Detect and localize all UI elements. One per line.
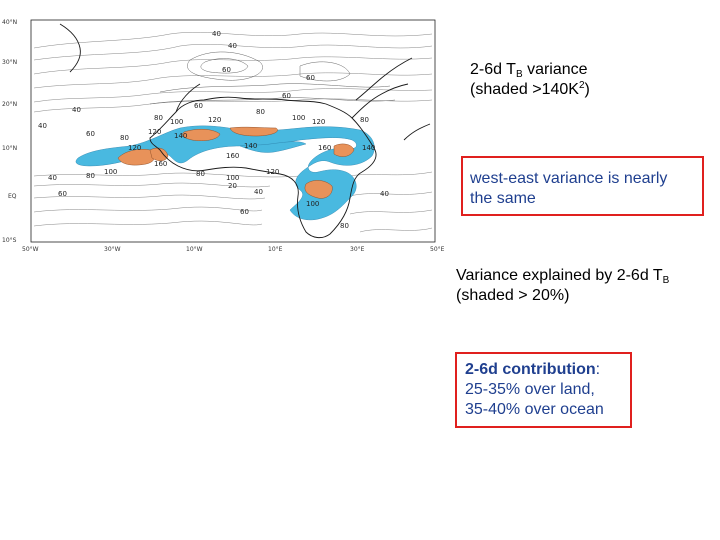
contour-label: 40 [38,122,47,130]
shade-low-region [75,125,375,221]
contour-label: 80 [360,116,369,124]
variance-caption: 2-6d TB variance (shaded >140K2) [470,60,590,100]
lat-tick-20n: 20°N [2,101,17,108]
contour-label: 120 [148,128,161,136]
note-contribution-line1: 2-6d contribution: [465,361,601,378]
contour-label: 160 [226,152,239,160]
contour-labels: 40 40 40 40 60 60 60 60 60 60 60 80 80 8… [38,30,389,230]
contour-label: 60 [222,66,231,74]
contour-label: 80 [196,170,205,178]
variance-map-svg: 40°N 30°N 20°N 10°N EQ 10°S 50°W 30°W 10… [2,19,445,253]
lon-tick-10e: 10°E [268,246,283,253]
contour-label: 40 [254,188,263,196]
contour-label: 40 [380,190,389,198]
contour-label: 40 [48,174,57,182]
contour-label: 80 [120,134,129,142]
lat-tick-eq: EQ [8,193,17,200]
contour-label: 120 [266,168,279,176]
contour-label: 60 [306,74,315,82]
lat-tick-40n: 40°N [2,19,17,26]
shade-high-region [117,126,355,199]
variance-caption-line1: 2-6d TB variance [470,61,588,80]
contour-label: 160 [154,160,167,168]
contour-label: 140 [244,142,257,150]
contour-label: 60 [58,190,67,198]
note-contribution: 2-6d contribution: 25-35% over land, 35-… [455,352,632,428]
note-contribution-line2: 25-35% over land, [465,381,595,398]
lon-tick-50e: 50°E [430,246,445,253]
contour-label: 80 [154,114,163,122]
contour-label: 160 [318,144,331,152]
background-contours [33,32,433,233]
lon-tick-30e: 30°E [350,246,365,253]
contour-label: 80 [340,222,349,230]
contour-label: 140 [362,144,375,152]
contour-label: 40 [228,42,237,50]
contour-label: 120 [208,116,221,124]
note-west-east-line1: west-east variance is nearly [470,170,668,187]
contour-label: 60 [282,92,291,100]
lat-tick-10s: 10°S [2,237,17,244]
explained-caption-line2: (shaded > 20%) [456,287,570,304]
contour-label: 80 [256,108,265,116]
sahara-contours [149,51,396,105]
contour-label: 120 [128,144,141,152]
lon-tick-50w: 50°W [22,246,39,253]
contour-label: 100 [292,114,305,122]
lon-tick-10w: 10°W [186,246,203,253]
contour-label: 100 [226,174,239,182]
contour-label: 40 [72,106,81,114]
contour-label: 100 [306,200,319,208]
lon-tick-30w: 30°W [104,246,121,253]
note-contribution-line3: 35-40% over ocean [465,401,604,418]
contour-label: 100 [104,168,117,176]
contour-label: 40 [212,30,221,38]
variance-caption-line2: (shaded >140K2) [470,80,590,99]
explained-caption-line1: Variance explained by 2-6d TB [456,267,670,286]
contour-label: 60 [194,102,203,110]
contour-label: 60 [240,208,249,216]
lat-tick-30n: 30°N [2,59,17,66]
variance-map: 40°N 30°N 20°N 10°N EQ 10°S 50°W 30°W 10… [0,0,455,258]
contour-label: 140 [174,132,187,140]
contour-label: 80 [86,172,95,180]
note-west-east: west-east variance is nearly the same [461,156,704,216]
contour-label: 20 [228,182,237,190]
coastline [59,23,431,239]
explained-caption: Variance explained by 2-6d TB (shaded > … [456,266,669,306]
contour-label: 100 [170,118,183,126]
contour-label: 120 [312,118,325,126]
lat-tick-10n: 10°N [2,145,17,152]
note-west-east-line2: the same [470,190,536,207]
contour-label: 60 [86,130,95,138]
